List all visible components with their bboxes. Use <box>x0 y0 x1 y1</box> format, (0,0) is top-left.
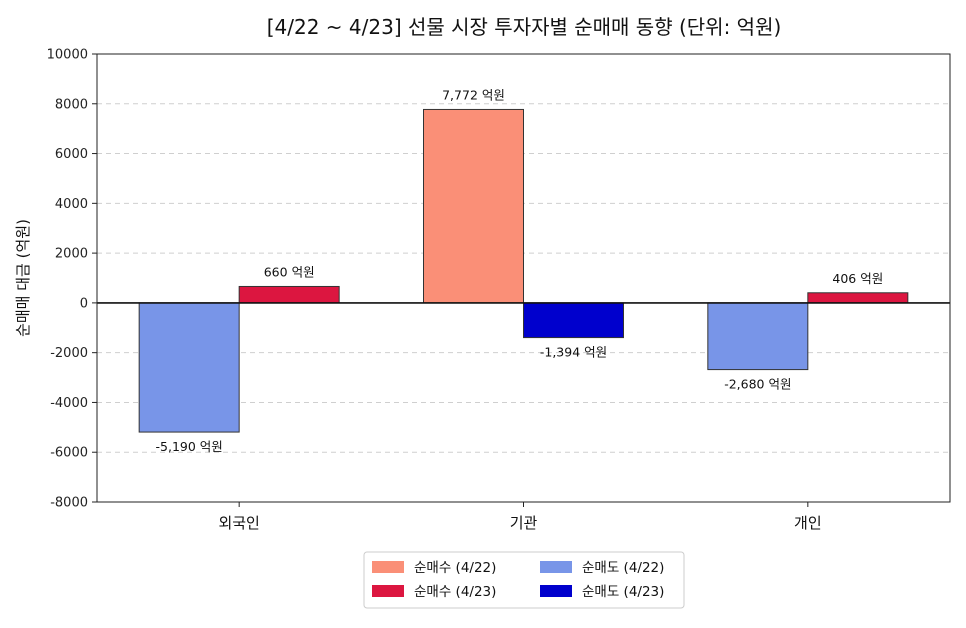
legend-label: 순매도 (4/23) <box>582 584 664 600</box>
legend: 순매수 (4/22) 순매수 (4/23) 순매도 (4/22) 순매도 (4/23) <box>363 551 685 609</box>
x-tick-label: 기관 <box>510 514 538 532</box>
bar <box>707 302 809 371</box>
bar <box>523 302 624 339</box>
chart-title: [4/22 ~ 4/23] 선물 시장 투자자별 순매매 동향 (단위: 억원) <box>267 15 782 39</box>
bars <box>138 108 909 433</box>
bar-data-label: 406 억원 <box>832 271 883 286</box>
y-tick-label: 8000 <box>55 97 88 112</box>
y-tick-label: -2000 <box>50 346 88 361</box>
bar-data-label: -5,190 억원 <box>156 439 223 454</box>
y-axis-label: 순매매 대금 (억원) <box>14 219 32 337</box>
x-tick-label: 개인 <box>794 514 822 532</box>
y-tick-label: 0 <box>80 296 88 311</box>
y-tick-label: -4000 <box>50 396 88 411</box>
legend-swatch <box>540 561 572 573</box>
bar-data-label: 7,772 억원 <box>442 87 505 102</box>
bar <box>807 292 909 304</box>
legend-label: 순매도 (4/22) <box>582 560 664 576</box>
legend-swatch <box>540 585 572 597</box>
legend-box <box>363 551 685 609</box>
y-tick-label: 10000 <box>47 48 88 63</box>
bar <box>138 302 240 433</box>
bar <box>238 285 340 304</box>
y-tick-label: -6000 <box>50 446 88 461</box>
bar-data-label: 660 억원 <box>264 264 315 279</box>
bar-data-label: -2,680 억원 <box>724 377 791 392</box>
bar-data-label: -1,394 억원 <box>540 345 607 360</box>
y-tick-label: 2000 <box>55 247 88 262</box>
y-tick-label: 6000 <box>55 147 88 162</box>
data-labels: -5,190 억원 660 억원 7,772 억원 -1,394 억원 -2,680 억… <box>156 87 884 454</box>
legend-swatch <box>372 561 404 573</box>
legend-label: 순매수 (4/23) <box>414 584 496 600</box>
legend-swatch <box>372 585 404 597</box>
y-tick-label: -8000 <box>50 496 88 511</box>
bar <box>423 108 524 304</box>
axes: 10000 8000 6000 4000 2000 0 -2000 -4000 -6000 -80… <box>47 48 951 532</box>
x-tick-label: 외국인 <box>218 514 259 532</box>
y-tick-label: 4000 <box>55 197 88 212</box>
legend-label: 순매수 (4/22) <box>414 560 496 576</box>
